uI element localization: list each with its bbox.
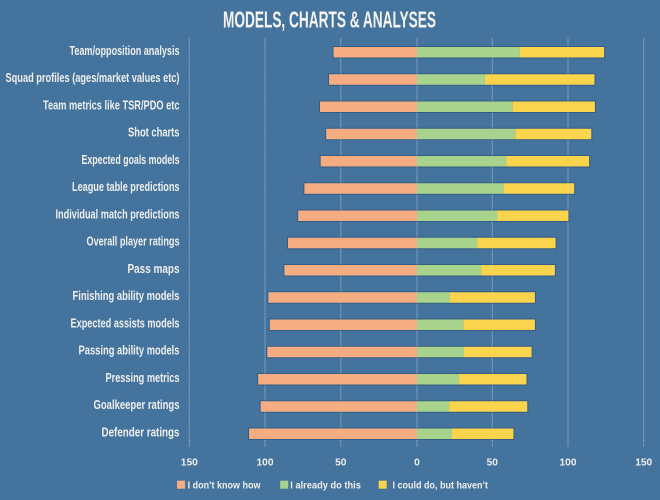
svg-text:I could do, but haven’t: I could do, but haven’t	[393, 480, 489, 492]
svg-text:Pressing metrics: Pressing metrics	[106, 371, 180, 385]
svg-text:Shot charts: Shot charts	[128, 126, 180, 140]
svg-text:Expected goals models: Expected goals models	[82, 153, 180, 167]
svg-text:Expected assists models: Expected assists models	[71, 316, 180, 330]
svg-text:100: 100	[560, 458, 577, 469]
svg-text:Defender ratings: Defender ratings	[102, 425, 180, 439]
svg-text:150: 150	[181, 458, 198, 469]
svg-text:Team metrics like TSR/PDO etc: Team metrics like TSR/PDO etc	[43, 98, 180, 112]
svg-text:Squad profiles (ages/market va: Squad profiles (ages/market values etc)	[6, 71, 180, 85]
svg-text:I don’t know how: I don’t know how	[188, 480, 262, 492]
svg-text:Finishing ability models: Finishing ability models	[73, 289, 180, 303]
svg-text:I already do this: I already do this	[290, 480, 361, 492]
svg-text:Goalkeeper ratings: Goalkeeper ratings	[94, 398, 180, 412]
svg-text:Individual match predictions: Individual match predictions	[56, 207, 180, 221]
svg-text:50: 50	[335, 458, 347, 469]
svg-text:League table predictions: League table predictions	[72, 180, 180, 194]
svg-text:Team/opposition analysis: Team/opposition analysis	[70, 44, 180, 58]
svg-text:150: 150	[635, 458, 652, 469]
svg-text:Pass maps: Pass maps	[128, 262, 180, 276]
svg-text:Overall player ratings: Overall player ratings	[87, 235, 180, 249]
svg-text:0: 0	[414, 458, 420, 469]
svg-text:100: 100	[257, 458, 274, 469]
svg-text:50: 50	[487, 458, 499, 469]
svg-text:Passing ability models: Passing ability models	[79, 344, 180, 358]
svg-text:MODELS, CHARTS & ANALYSES: MODELS, CHARTS & ANALYSES	[223, 6, 436, 32]
